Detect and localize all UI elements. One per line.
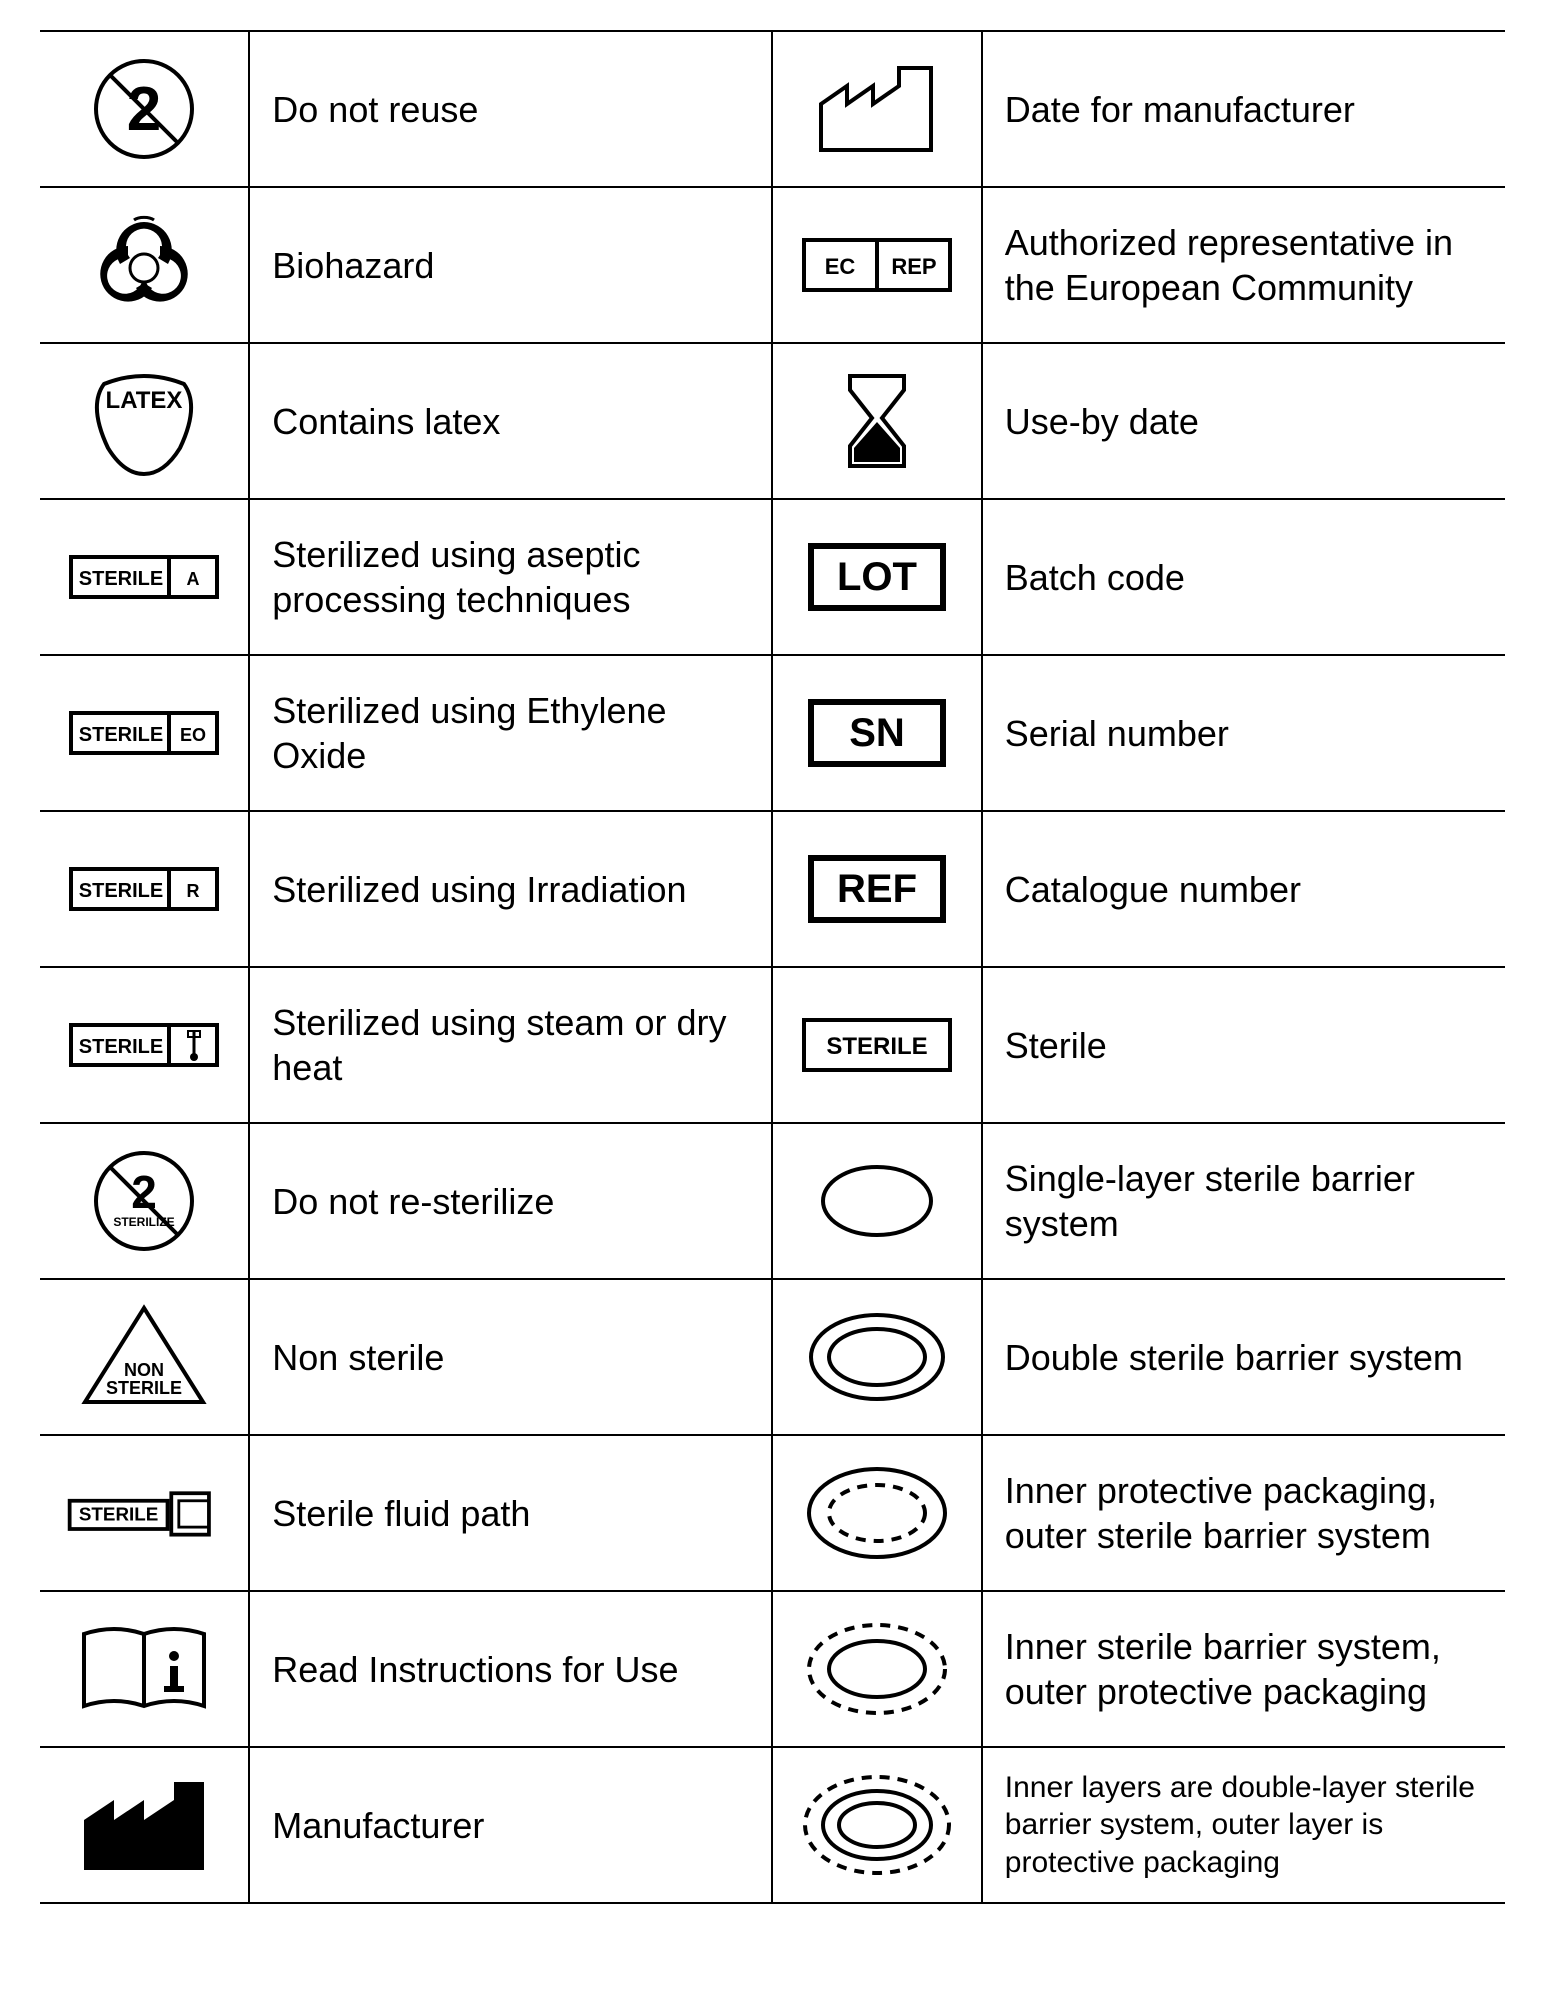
ec-rep-icon: EC REP [772,187,981,343]
manufacturer-icon [40,1747,249,1903]
biohazard-icon [40,187,249,343]
symbol-label: Authorized representative in the Europea… [982,187,1505,343]
svg-text:EO: EO [180,725,206,745]
table-row: STERILE R Sterilized using Irradiation REF… [40,811,1505,967]
sterile-a-icon: STERILE A [40,499,249,655]
svg-text:R: R [187,881,200,901]
symbol-label: Serial number [982,655,1505,811]
table-row: Biohazard EC REPAuthorized representativ… [40,187,1505,343]
barrier-inner-prot-outer-sterile-icon [772,1435,981,1591]
do-not-reuse-icon: 2 [40,31,249,187]
table-row: STERILE Sterile fluid path Inner protecti… [40,1435,1505,1591]
table-row: LATEX Contains latex Use-by date [40,343,1505,499]
svg-text:REP: REP [892,254,937,279]
symbol-label: Contains latex [249,343,772,499]
sterile-eo-icon: STERILE EO [40,655,249,811]
symbol-label: Do not reuse [249,31,772,187]
table-row: STERILE EO Sterilized using Ethylene Oxide… [40,655,1505,811]
symbol-label: Sterilized using steam or dry heat [249,967,772,1123]
symbol-label: Single-layer sterile barrier system [982,1123,1505,1279]
table-row: STERILE A Sterilized using aseptic process… [40,499,1505,655]
ifu-icon [40,1591,249,1747]
svg-text:STERILE: STERILE [79,568,163,590]
symbol-label: Sterile fluid path [249,1435,772,1591]
symbol-label: Sterilized using Ethylene Oxide [249,655,772,811]
symbol-label: Batch code [982,499,1505,655]
symbol-label: Catalogue number [982,811,1505,967]
use-by-icon [772,343,981,499]
table-row: 2 Do not reuse Date for manufacturer [40,31,1505,187]
barrier-single-icon [772,1123,981,1279]
svg-text:STERILE: STERILE [79,1036,163,1058]
sn-icon: SN [772,655,981,811]
symbol-label: Non sterile [249,1279,772,1435]
do-not-resterilize-icon: 2 STERILIZE [40,1123,249,1279]
symbol-label: Manufacturer [249,1747,772,1903]
sterile-fluid-path-icon: STERILE [40,1435,249,1591]
ref-icon: REF [772,811,981,967]
table-row: STERILE Sterilized using steam or dry he… [40,967,1505,1123]
symbol-label: Sterilized using aseptic processing tech… [249,499,772,655]
svg-text:STERILE: STERILE [106,1378,182,1398]
date-of-manufacture-icon [772,31,981,187]
lot-icon: LOT [772,499,981,655]
symbol-label: Read Instructions for Use [249,1591,772,1747]
svg-text:STERILE: STERILE [79,880,163,902]
table-row: NON STERILENon sterileDouble sterile bar… [40,1279,1505,1435]
barrier-triple-icon [772,1747,981,1903]
svg-text:LOT: LOT [837,555,917,599]
symbol-label: Use-by date [982,343,1505,499]
svg-text:EC: EC [825,254,856,279]
svg-text:REF: REF [837,867,917,911]
svg-text:SN: SN [849,711,905,755]
symbol-table: 2 Do not reuse Date for manufacturer Bio… [40,30,1505,1904]
sterile-icon: STERILE [772,967,981,1123]
svg-text:STERILE: STERILE [826,1033,927,1060]
symbol-label: Sterile [982,967,1505,1123]
symbol-label: Inner layers are double-layer sterile ba… [982,1747,1505,1903]
symbol-label: Inner sterile barrier system, outer prot… [982,1591,1505,1747]
table-row: Manufacturer Inner layers are double-laye… [40,1747,1505,1903]
symbol-label: Do not re-sterilize [249,1123,772,1279]
svg-text:NON: NON [124,1360,164,1380]
symbol-label: Sterilized using Irradiation [249,811,772,967]
symbol-label: Double sterile barrier system [982,1279,1505,1435]
svg-text:A: A [187,569,200,589]
symbol-label: Biohazard [249,187,772,343]
svg-text:STERILE: STERILE [79,1504,158,1525]
non-sterile-icon: NON STERILE [40,1279,249,1435]
table-row: Read Instructions for Use Inner sterile b… [40,1591,1505,1747]
sterile-r-icon: STERILE R [40,811,249,967]
table-row: 2 STERILIZE Do not re-sterilize Single-la… [40,1123,1505,1279]
barrier-inner-sterile-outer-prot-icon [772,1591,981,1747]
sterile-heat-icon: STERILE [40,967,249,1123]
svg-text:LATEX: LATEX [106,387,183,414]
barrier-double-icon [772,1279,981,1435]
svg-text:STERILE: STERILE [79,724,163,746]
symbol-label: Date for manufacturer [982,31,1505,187]
latex-icon: LATEX [40,343,249,499]
symbol-label: Inner protective packaging, outer steril… [982,1435,1505,1591]
